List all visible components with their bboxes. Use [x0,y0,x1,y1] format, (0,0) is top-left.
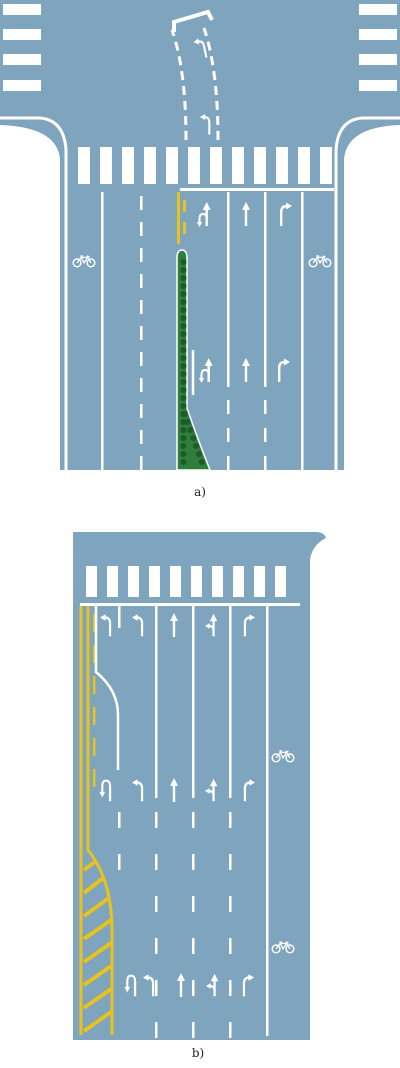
figure-b-crosswalk [86,566,286,597]
lane-dash [192,980,195,996]
lane-dash [192,812,195,828]
figure-a-bike-lane-line-right [301,192,304,470]
lane-dash [229,896,232,912]
shrub-dot [180,435,187,441]
shrub-dot [195,451,202,457]
figure-a-center-yellow [177,192,186,244]
figure-b-widening-curve [94,606,120,770]
lane-dash [192,938,195,954]
lane-dash [155,896,158,912]
figure-b-road-surface [73,532,326,1040]
lane-dash [192,854,195,870]
lane-dash [155,854,158,870]
lane-dash [155,980,158,996]
shrub-dot [193,443,200,449]
shrub-dot [180,371,187,377]
shrub-dot [180,363,187,369]
shrub-dot [180,443,187,449]
shrub-dot [180,315,187,321]
figure-a-crosswalk-main [78,147,332,184]
lane-dash [192,896,195,912]
shrub-dot [180,451,187,457]
shrub-dot [180,387,187,393]
figure-a-stop-line [180,188,334,191]
shrub-dot [180,379,187,385]
figure-b-center-yellow-dashes [93,614,96,787]
figure-b [73,532,326,1040]
figure-b-lane-lines-dashed [118,812,232,1038]
figure-a-crosswalk-right [359,4,397,91]
figure-b-yellow-hatching [82,860,113,1033]
shrub-dot [180,283,187,289]
figure-a-caption: a) [194,485,206,499]
figure-b-lane-lines-solid [118,606,269,1036]
figure-a-corner-curb-left [0,116,68,470]
shrub-dot [184,419,191,425]
lane-dash [229,854,232,870]
figure-b-center-yellow [79,606,114,1035]
shrub-dot [180,459,187,465]
figure-a-bike-lane-line-left [101,192,104,470]
shrub-dot [180,259,187,265]
shrub-dot [180,291,187,297]
figure-b-caption: b) [191,1046,205,1060]
shrub-dot [180,403,187,409]
figure-b-stop-line [80,603,300,606]
shrub-dot [190,435,197,441]
shrub-dot [180,307,187,313]
figure-a-median-shrubs [180,259,205,465]
lane-dash [155,812,158,828]
shrub-dot [180,419,187,425]
figure-a-turn-guide-lines [170,27,220,141]
shrub-dot [180,339,187,345]
figure-a-lane-divider-left [140,196,143,470]
lane-dash [155,938,158,954]
shrub-dot [181,411,188,417]
lane-dash [155,1022,158,1038]
shrub-dot [180,427,187,433]
figure-a-lane-lines-right [227,192,267,470]
shrub-dot [180,275,187,281]
lane-dash [192,1022,195,1038]
figure-a-road-surface [0,0,400,470]
lane-dash [118,812,121,828]
shrub-dot [180,395,187,401]
shrub-dot [198,459,205,465]
lane-dash [229,1022,232,1038]
figure-a [0,0,400,471]
figure-a-corner-curb-right [334,116,400,470]
figure-a-crosswalk-left [3,4,41,91]
figure-a-guide-box-top [172,9,214,32]
lane-dash [229,980,232,996]
lane-dash [118,854,121,870]
shrub-dot [187,427,194,433]
lane-dash [229,812,232,828]
shrub-dot [180,355,187,361]
lane-dash [229,938,232,954]
shrub-dot [180,347,187,353]
shrub-dot [180,323,187,329]
shrub-dot [180,331,187,337]
shrub-dot [180,267,187,273]
shrub-dot [180,299,187,305]
